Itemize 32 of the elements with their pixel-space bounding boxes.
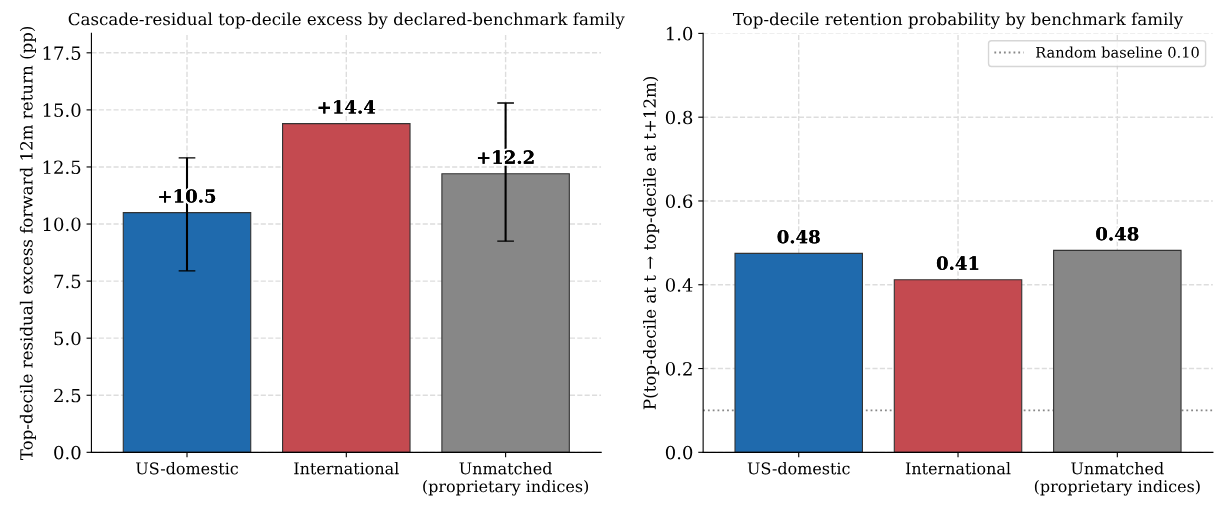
x-tick-label: US-domestic — [747, 462, 850, 475]
data-label: 0.48 — [777, 229, 820, 244]
y-tick-label: 0.6 — [665, 194, 693, 209]
y-tick-label: 1.0 — [666, 26, 693, 41]
y-tick-label: 0.2 — [665, 362, 692, 376]
bar — [282, 123, 411, 453]
x-tick-label: Unmatched (proprietary indices) — [423, 462, 589, 496]
bar — [441, 173, 570, 453]
y-axis-title: P(top-decile at t → top-decile at t+12m) — [643, 76, 660, 410]
data-label: 0.48 — [1096, 226, 1139, 241]
y-tick-label: 7.5 — [54, 274, 81, 289]
y-tick-label: 15.0 — [43, 103, 81, 117]
y-tick-label: 0.0 — [54, 445, 81, 460]
y-tick-label: 0.8 — [665, 110, 693, 125]
y-tick-label: 0.0 — [665, 445, 693, 460]
y-tick-label: 17.5 — [43, 46, 81, 60]
chart-title: Top-decile retention probability by benchmark family — [733, 12, 1184, 29]
chart-title: Cascade-residual top-decile excess by declared-benchmark family — [68, 12, 625, 29]
y-tick-label: 2.5 — [54, 388, 81, 403]
y-axis-title: Top-decile residual excess forward 12m return (pp) — [19, 26, 36, 461]
x-tick-label: International — [294, 462, 399, 475]
x-tick-label: Unmatched (proprietary indices) — [1034, 462, 1200, 496]
y-tick-label: 12.5 — [43, 160, 81, 175]
y-tick-label: 10.0 — [43, 217, 81, 232]
data-label: +14.4 — [318, 100, 376, 114]
data-label: 0.41 — [936, 256, 979, 270]
y-tick-label: 0.4 — [665, 278, 693, 292]
x-tick-label: US-domestic — [136, 462, 239, 475]
y-tick-label: 5.0 — [54, 331, 81, 346]
legend-label: Random baseline 0.10 — [1036, 46, 1199, 58]
bar — [122, 212, 252, 453]
x-tick-label: International — [905, 462, 1011, 475]
